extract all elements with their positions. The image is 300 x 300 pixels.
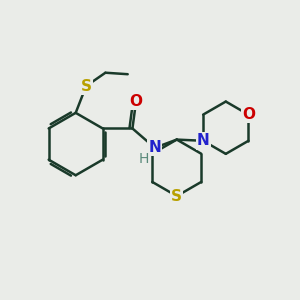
Text: H: H [138,152,148,166]
Text: N: N [148,140,161,155]
Text: S: S [81,79,92,94]
Text: O: O [242,107,255,122]
Text: O: O [129,94,142,109]
Text: S: S [171,189,182,204]
Text: N: N [197,133,209,148]
